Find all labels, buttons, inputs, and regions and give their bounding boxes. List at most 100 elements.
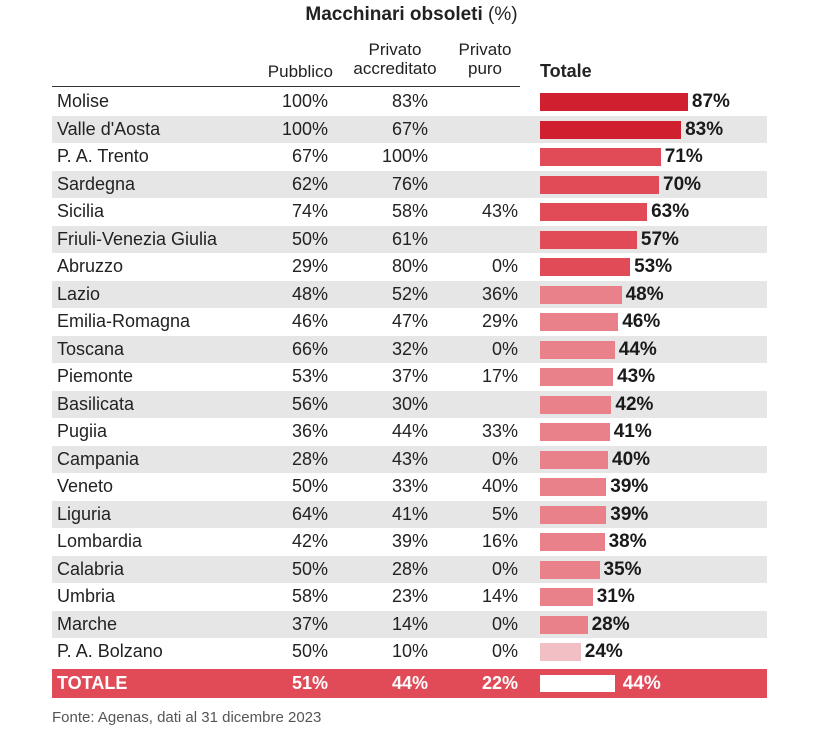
table-row: Valle d'Aosta 100% 67% 83% — [52, 115, 767, 143]
totale-bar — [540, 340, 615, 359]
totale-bar-label: 63% — [651, 201, 690, 222]
chart-title-main: Macchinari obsoleti — [305, 4, 483, 25]
totale-bar-label: 44% — [618, 338, 657, 360]
column-header-privato-accreditato-line1: Privato — [368, 40, 422, 59]
totale-bar-label: 41% — [613, 421, 652, 442]
table-row: Liguria 64% 41% 5% 39% — [52, 500, 767, 528]
region-name: Lazio — [57, 283, 101, 304]
table-row: Calabria 50% 28% 0% 35% — [52, 555, 767, 583]
pubblico-value: 36% — [291, 421, 328, 441]
puro-value: 43% — [481, 201, 518, 221]
accreditato-value: 33% — [391, 476, 428, 496]
table-row: P. A. Bolzano 50% 10% 0% 24% — [52, 638, 767, 666]
region-name: Piemonte — [57, 366, 134, 386]
region-name: Valle d'Aosta — [57, 118, 161, 139]
accreditato-value: 83% — [391, 91, 428, 111]
total-pubblico: 51% — [291, 673, 328, 693]
column-header-privato-puro-line2: puro — [467, 59, 503, 78]
region-name: Toscana — [57, 338, 125, 359]
puro-value: 0% — [491, 338, 518, 359]
region-name: P. A. Bolzano — [57, 641, 163, 661]
pubblico-value: 28% — [291, 448, 328, 469]
table-row: Molise 100% 83% 87% — [52, 88, 767, 116]
region-name: Lombardia — [57, 531, 143, 551]
pubblico-value: 37% — [291, 613, 328, 634]
puro-value: 40% — [481, 476, 518, 496]
totale-bar-label: 40% — [612, 448, 651, 470]
region-name: Veneto — [57, 476, 114, 496]
totale-bar — [540, 93, 688, 111]
accreditato-value: 100% — [381, 146, 428, 166]
totale-bar — [540, 258, 631, 276]
puro-value: 0% — [491, 558, 518, 579]
puro-value: 29% — [481, 311, 518, 331]
region-name: P. A. Trento — [57, 146, 149, 166]
totale-bar-label: 35% — [603, 558, 642, 580]
pubblico-value: 66% — [291, 338, 328, 359]
accreditato-value: 39% — [391, 531, 428, 551]
table-row: Veneto 50% 33% 40% 39% — [52, 473, 767, 501]
totale-bar — [540, 423, 610, 441]
pubblico-value: 74% — [291, 201, 328, 221]
pubblico-value: 50% — [291, 641, 328, 661]
region-name: Campania — [57, 448, 140, 469]
totale-bar — [540, 478, 607, 496]
accreditato-value: 10% — [391, 641, 428, 661]
accreditato-value: 23% — [391, 586, 428, 606]
table-row: Umbria 58% 23% 14% 31% — [52, 583, 767, 611]
total-row-label: TOTALE — [57, 673, 128, 693]
table-row: Friuli-Venezia Giulia 50% 61% 57% — [52, 225, 767, 253]
totale-bar — [540, 175, 659, 194]
pubblico-value: 53% — [291, 366, 328, 386]
pubblico-value: 29% — [291, 256, 328, 276]
accreditato-value: 37% — [391, 366, 428, 386]
puro-value: 16% — [481, 531, 518, 551]
totale-bar-label: 42% — [615, 393, 654, 415]
totale-bar — [540, 450, 608, 469]
pubblico-value: 100% — [281, 118, 328, 139]
totale-bar-label: 39% — [610, 476, 649, 497]
table-row: Basilicata 56% 30% 42% — [52, 390, 767, 418]
pubblico-value: 50% — [291, 228, 328, 249]
pubblico-value: 50% — [291, 476, 328, 496]
region-name: Liguria — [57, 503, 112, 524]
table-row: Sardegna 62% 76% 70% — [52, 170, 767, 198]
totale-bar — [540, 643, 581, 661]
puro-value: 17% — [481, 366, 518, 386]
puro-value: 14% — [481, 586, 518, 606]
totale-bar-label: 38% — [608, 531, 647, 552]
puro-value: 36% — [481, 283, 518, 304]
totale-bar-label: 53% — [634, 256, 673, 277]
totale-bar-label: 71% — [664, 146, 703, 167]
accreditato-value: 76% — [391, 173, 428, 194]
totale-bar-label: 46% — [622, 311, 661, 332]
totale-bar-label: 28% — [591, 613, 630, 635]
accreditato-value: 47% — [391, 311, 428, 331]
region-name: Calabria — [57, 558, 125, 579]
accreditato-value: 14% — [391, 613, 428, 634]
table-row: Abruzzo 29% 80% 0% 53% — [52, 253, 767, 281]
totale-bar-label: 48% — [625, 283, 664, 305]
totale-bar — [540, 230, 637, 249]
chart-title-unit: (%) — [488, 4, 518, 25]
totale-bar-label: 43% — [617, 366, 656, 387]
region-name: Friuli-Venezia Giulia — [57, 228, 218, 249]
accreditato-value: 44% — [391, 421, 428, 441]
pubblico-value: 58% — [291, 586, 328, 606]
total-bar-label: 44% — [622, 673, 661, 694]
table-row: Pugiia 36% 44% 33% 41% — [52, 418, 767, 446]
totale-bar-label: 39% — [610, 503, 649, 525]
pubblico-value: 42% — [291, 531, 328, 551]
region-name: Sardegna — [57, 173, 136, 194]
header-divider — [52, 86, 520, 87]
totale-bar-label: 57% — [640, 228, 679, 250]
region-name: Emilia-Romagna — [57, 311, 191, 331]
totale-bar — [540, 560, 600, 579]
totale-bar — [540, 148, 661, 166]
table-row: Piemonte 53% 37% 17% 43% — [52, 363, 767, 391]
pubblico-value: 64% — [291, 503, 328, 524]
column-header-pubblico: Pubblico — [267, 62, 333, 81]
pubblico-value: 62% — [291, 173, 328, 194]
pubblico-value: 67% — [291, 146, 328, 166]
puro-value: 33% — [481, 421, 518, 441]
